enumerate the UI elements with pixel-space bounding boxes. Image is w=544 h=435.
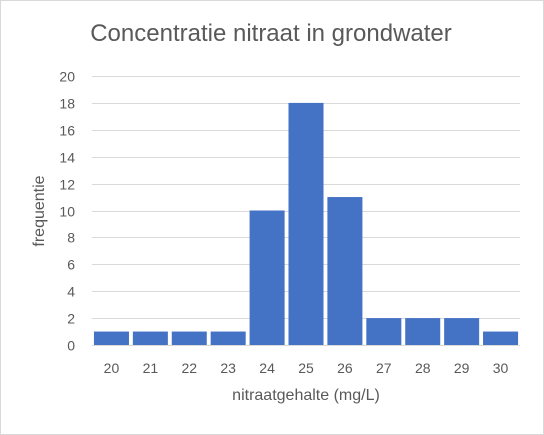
y-tick-label: 12 xyxy=(59,177,75,193)
x-tick-label: 26 xyxy=(337,360,353,376)
bar-26 xyxy=(327,197,363,345)
x-tick-label: 28 xyxy=(415,360,431,376)
y-tick-label: 10 xyxy=(59,204,75,220)
bar-22 xyxy=(171,331,207,345)
bar-28 xyxy=(405,318,441,345)
x-tick-label: 21 xyxy=(143,360,159,376)
x-tick-label: 29 xyxy=(454,360,470,376)
x-tick-label: 20 xyxy=(104,360,120,376)
bar-20 xyxy=(93,331,129,345)
bar-29 xyxy=(444,318,480,345)
y-tick-label: 8 xyxy=(67,230,75,246)
bar-23 xyxy=(210,331,246,345)
y-tick-label: 20 xyxy=(59,69,75,85)
bar-30 xyxy=(483,331,519,345)
chart-title: Concentratie nitraat in grondwater xyxy=(90,20,452,47)
x-tick-label: 30 xyxy=(493,360,509,376)
x-tick-label: 27 xyxy=(376,360,392,376)
bar-24 xyxy=(249,210,285,345)
y-tick-label: 16 xyxy=(59,123,75,139)
y-tick-label: 2 xyxy=(67,311,75,327)
y-tick-label: 6 xyxy=(67,257,75,273)
bar-21 xyxy=(132,331,168,345)
x-tick-label: 23 xyxy=(220,360,236,376)
y-tick-label: 18 xyxy=(59,96,75,112)
x-axis-title: nitraatgehalte (mg/L) xyxy=(232,387,380,404)
x-tick-label: 25 xyxy=(298,360,314,376)
x-tick-labels: 20 21 22 23 24 25 26 27 28 29 30 xyxy=(104,360,509,376)
bar-25 xyxy=(288,102,324,346)
bars xyxy=(93,102,519,346)
y-tick-label: 4 xyxy=(67,284,75,300)
x-tick-label: 24 xyxy=(259,360,275,376)
bar-27 xyxy=(366,318,402,345)
y-tick-labels: 0 2 4 6 8 10 12 14 16 18 20 xyxy=(59,69,75,354)
y-tick-label: 0 xyxy=(67,338,75,354)
x-tick-label: 22 xyxy=(181,360,197,376)
y-tick-label: 14 xyxy=(59,150,75,166)
